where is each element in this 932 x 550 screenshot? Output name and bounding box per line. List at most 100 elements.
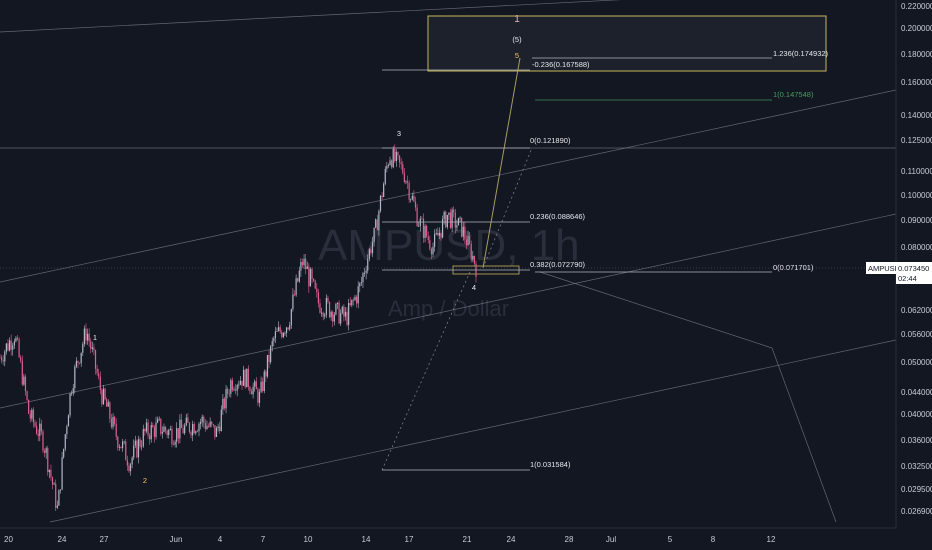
candle-body — [220, 409, 222, 432]
candle-body — [177, 428, 179, 439]
candle-body — [260, 381, 262, 392]
candle-body — [341, 306, 343, 314]
fib-level-label: -0.236(0.167588) — [532, 60, 590, 69]
candle-body — [309, 268, 312, 287]
candle-body — [441, 219, 444, 238]
wave-projection-line — [482, 57, 521, 269]
candle-body — [78, 362, 81, 364]
candle-body — [180, 419, 183, 429]
price-tick-label: 0.029500 — [901, 485, 932, 494]
candle-body — [371, 242, 374, 254]
candle-body — [126, 460, 128, 466]
candle-body — [238, 384, 240, 386]
candle-body — [16, 337, 19, 340]
candle-body — [228, 393, 230, 395]
candle-body — [297, 278, 299, 282]
wave-label: 3 — [397, 129, 401, 138]
candle-body — [106, 399, 108, 407]
candle-body — [325, 297, 327, 315]
candle-body — [8, 340, 11, 351]
candle-body — [61, 457, 63, 490]
candle-body — [188, 422, 191, 432]
candle-body — [93, 347, 95, 351]
time-tick-label: 17 — [405, 535, 414, 544]
candle-body — [317, 292, 319, 304]
candle-body — [462, 226, 464, 237]
candle-body — [230, 380, 232, 394]
candle-body — [351, 299, 353, 306]
candle-body — [352, 299, 355, 301]
wave-label: 5 — [515, 51, 519, 60]
candle-body — [429, 240, 431, 249]
candle-body — [112, 416, 114, 428]
candle-body — [247, 368, 249, 388]
candle-body — [381, 195, 383, 197]
candle-body — [343, 306, 345, 317]
price-tick-label: 0.160000 — [901, 78, 932, 87]
candle-body — [236, 385, 238, 391]
fib-level-label: 0(0.071701) — [773, 263, 814, 272]
candle-body — [209, 421, 211, 427]
fibonacci-levels[interactable]: -0.236(0.167588) 0(0.121890) 0.236(0.08864… — [382, 49, 829, 471]
wave-label: 4 — [472, 283, 476, 292]
candle-body — [172, 444, 175, 446]
candle-body — [102, 388, 105, 405]
candle-body — [242, 369, 245, 386]
candle-body — [152, 425, 154, 428]
price-tick-label: 0.125000 — [901, 136, 932, 145]
candle-body — [281, 331, 283, 338]
time-tick-label: 20 — [4, 535, 13, 544]
candle-body — [378, 211, 380, 231]
time-axis[interactable]: 20 24 27 Jun 4 7 10 14 17 21 24 28 Jul 5 8 12 — [4, 535, 776, 544]
candle-body — [289, 325, 291, 330]
candle-body — [179, 419, 181, 439]
candle-body — [145, 422, 148, 432]
candle-body — [456, 225, 458, 228]
time-tick-label: 14 — [362, 535, 371, 544]
candle-body — [91, 347, 93, 349]
candle-body — [99, 376, 101, 391]
candle-body — [252, 386, 254, 395]
candle-body — [142, 429, 144, 447]
candle-body — [12, 345, 14, 350]
wave-drawings[interactable] — [381, 15, 827, 471]
candle-body — [24, 376, 27, 392]
candle-body — [368, 249, 370, 259]
candle-body — [445, 211, 447, 228]
symbol-tag-text: AMPUSD — [868, 264, 901, 273]
candle-body — [263, 371, 265, 392]
price-tick-label: 0.026900 — [901, 507, 932, 516]
candle-body — [327, 297, 329, 302]
candle-body — [303, 258, 305, 266]
candle-body — [58, 490, 60, 506]
time-tick-label: 27 — [100, 535, 109, 544]
candle-body — [295, 278, 297, 296]
candle-body — [69, 393, 71, 416]
price-tick-label: 0.110000 — [901, 167, 932, 176]
fib-level-label: 0(0.121890) — [530, 136, 571, 145]
candle-body — [23, 376, 25, 385]
candle-body — [469, 236, 471, 244]
candle-body — [158, 418, 160, 420]
price-tick-label: 0.056000 — [901, 330, 932, 339]
candle-body — [10, 340, 12, 350]
candle-body — [28, 399, 30, 414]
candle-body — [346, 311, 348, 325]
candle-body — [144, 429, 146, 432]
candle-body — [465, 239, 468, 246]
candle-body — [300, 262, 302, 271]
candle-body — [332, 311, 334, 322]
candle-body — [114, 416, 116, 424]
candle-body — [459, 217, 461, 219]
price-tick-label: 0.080000 — [901, 243, 932, 252]
price-axis[interactable]: 0.220000 0.200000 0.180000 0.160000 0.140000… — [901, 2, 932, 516]
candle-body — [454, 212, 456, 228]
candle-body — [271, 341, 273, 347]
candle-body — [473, 255, 476, 264]
candle-body — [32, 409, 35, 423]
candle-body — [257, 389, 259, 403]
candle-body — [176, 428, 178, 442]
candle-body — [115, 423, 117, 437]
